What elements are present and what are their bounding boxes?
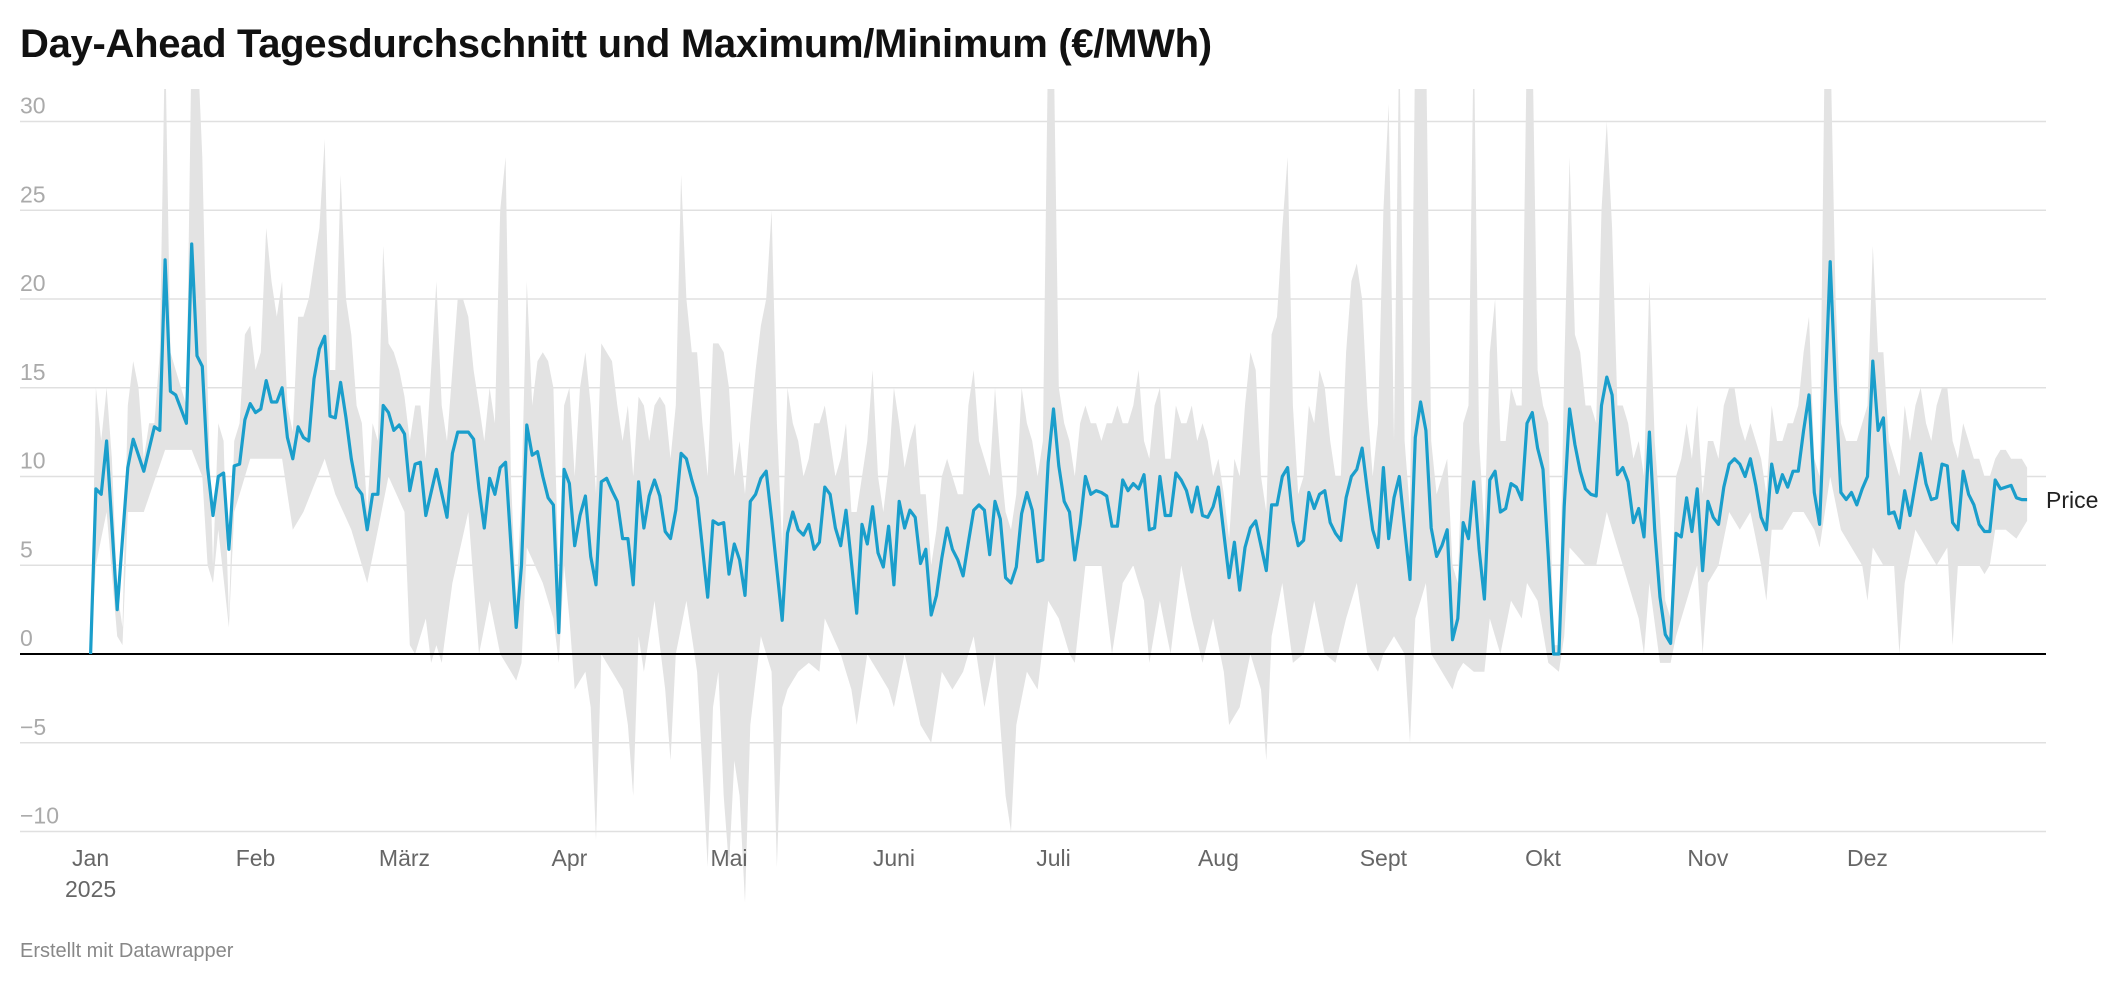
y-tick-label: 5 [20,536,33,562]
x-tick-label: Nov [1687,845,1728,871]
y-tick-label: 0 [20,625,33,651]
x-tick-label: März [379,845,430,871]
x-tick-year: 2025 [65,876,116,902]
x-tick-label: Okt [1525,845,1561,871]
min-max-band [90,89,2028,903]
y-tick-label: 15 [20,359,46,385]
y-tick-label: 10 [20,448,46,474]
x-tick-label: Mai [710,845,747,871]
x-axis: Jan 2025 Feb März Apr Mai Juni Juli Aug Sept Okt No… [65,845,1888,902]
x-tick-label: Sept [1360,845,1408,871]
y-tick-label: −10 [20,803,59,829]
chart-title: Day-Ahead Tagesdurchschnitt und Maximum/… [20,22,1212,66]
series-line-price [89,242,2028,656]
x-tick-label: Jan [72,845,109,871]
price-line [89,242,2028,656]
x-tick-label: Dez [1847,845,1888,871]
x-tick-label: Juni [873,845,915,871]
y-axis: 30 25 20 15 10 5 0 −5 −10 [20,93,59,829]
footer-credit: Erstellt mit Datawrapper [20,940,234,962]
y-tick-label: 25 [20,181,46,207]
y-tick-label: 20 [20,270,46,296]
band-area-max-min [90,89,2028,903]
x-tick-label: Juli [1036,845,1071,871]
x-tick-label: Apr [552,845,588,871]
series-label-price: Price [2046,487,2098,513]
x-tick-label: Feb [236,845,276,871]
x-tick-label: Aug [1198,845,1239,871]
y-tick-label: −5 [20,714,46,740]
y-tick-label: 30 [20,93,46,119]
